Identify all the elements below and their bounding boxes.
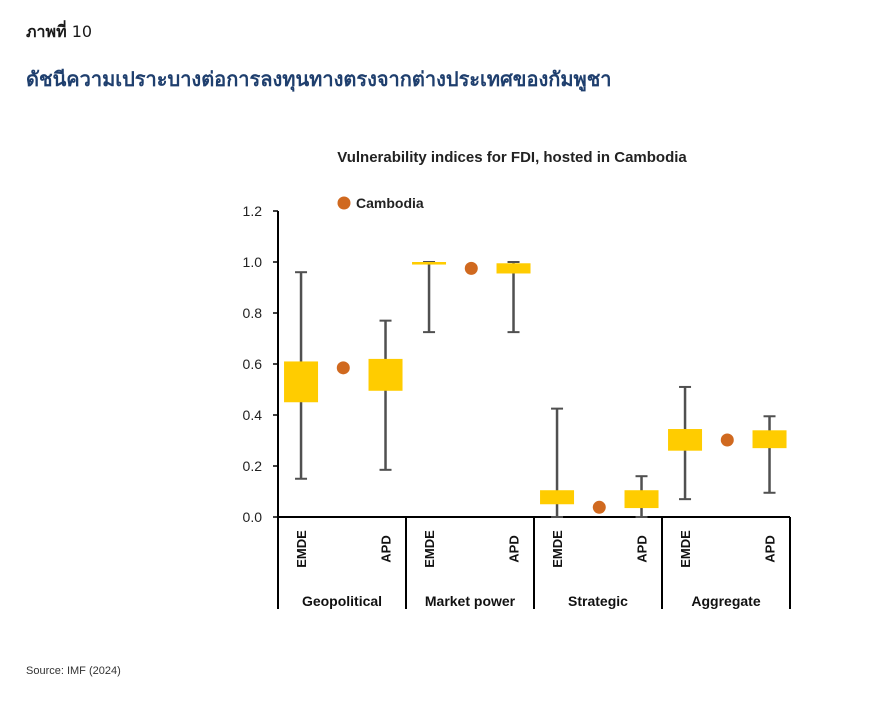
cambodia-point [464, 261, 478, 275]
source-note: Source: IMF (2024) [26, 665, 121, 677]
box-emde [284, 361, 319, 403]
legend-marker [337, 196, 351, 210]
box-apd [496, 263, 531, 274]
sub-label-apd: APD [635, 535, 650, 562]
figure-number: 10 [71, 22, 93, 41]
figure-title: ดัชนีความเปราะบางต่อการลงทุนทางตรงจากต่า… [26, 67, 612, 91]
sub-label-apd: APD [507, 535, 522, 562]
figure-label: ภาพที่ 10 [26, 20, 92, 45]
figure-label-text: ภาพที่ [26, 22, 67, 41]
sub-label-apd: APD [763, 535, 778, 562]
sub-label-emde: EMDE [422, 530, 437, 568]
cambodia-point [336, 361, 350, 375]
y-tick-label: 0.0 [243, 509, 263, 525]
box-apd [368, 358, 403, 391]
chart-title: Vulnerability indices for FDI, hosted in… [337, 149, 687, 166]
y-tick-label: 1.2 [243, 203, 263, 219]
sub-label-apd: APD [379, 535, 394, 562]
group-label: Geopolitical [302, 593, 382, 609]
box-apd [624, 490, 659, 509]
box-emde [668, 429, 703, 451]
group-label: Market power [425, 593, 516, 609]
sub-label-emde: EMDE [294, 530, 309, 568]
y-tick-label: 1.0 [243, 254, 263, 270]
group-label: Aggregate [691, 593, 760, 609]
cambodia-point [720, 433, 734, 447]
group-label: Strategic [568, 593, 628, 609]
y-tick-label: 0.4 [243, 407, 263, 423]
box-emde [412, 262, 447, 265]
y-tick-label: 0.8 [243, 305, 263, 321]
sub-label-emde: EMDE [678, 530, 693, 568]
legend-label: Cambodia [356, 195, 424, 211]
y-tick-label: 0.6 [243, 356, 263, 372]
box-apd [752, 430, 787, 449]
cambodia-point [592, 500, 606, 514]
box-emde [540, 490, 575, 505]
chart-marks: 0.0 0.2 0.4 0.6 0.8 1.0 1.2 EMDE APD Geopolitical… [243, 195, 791, 609]
y-tick-label: 0.2 [243, 458, 263, 474]
sub-label-emde: EMDE [550, 530, 565, 568]
